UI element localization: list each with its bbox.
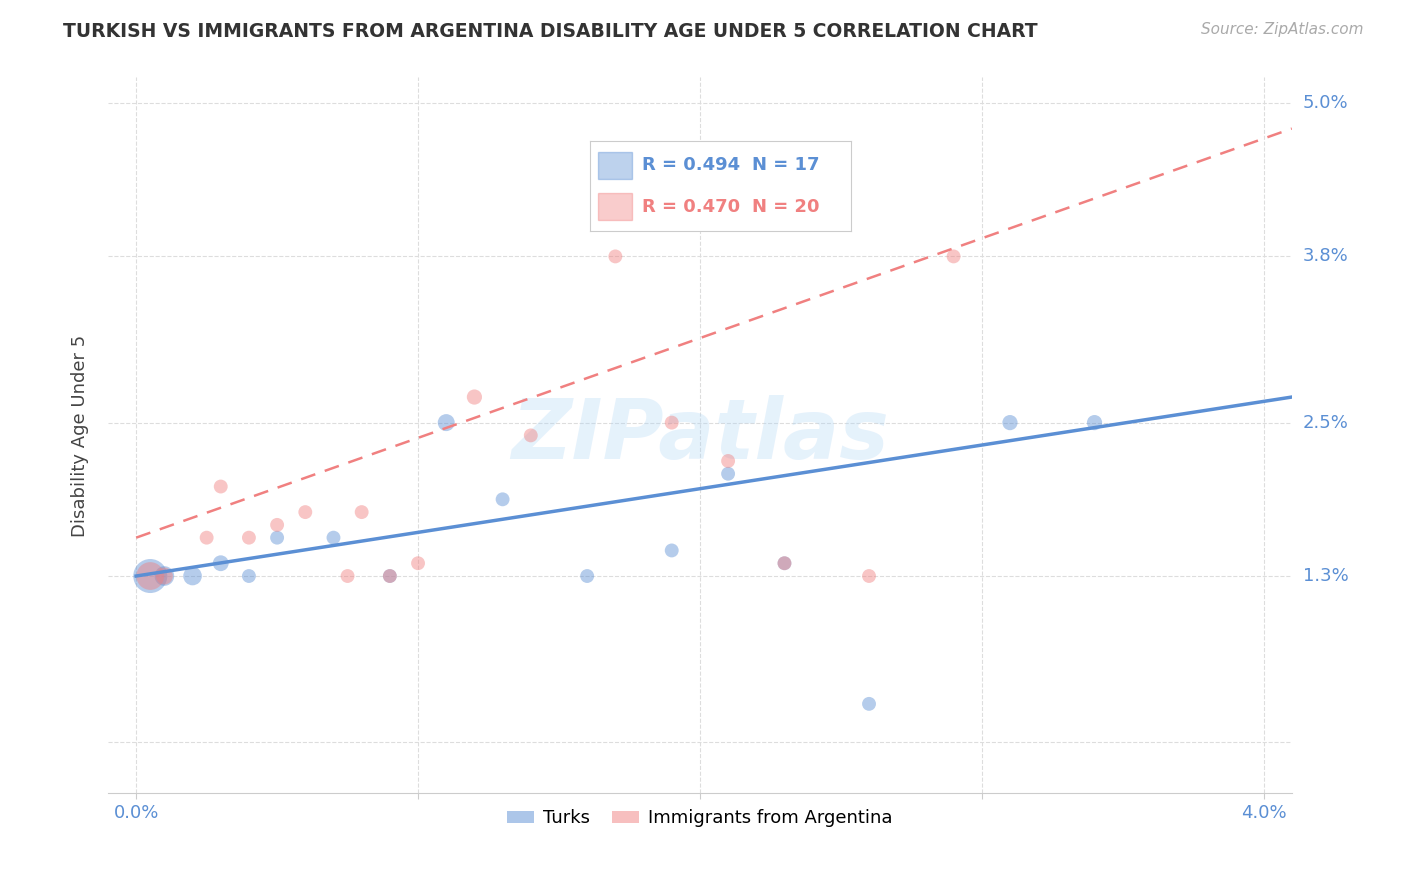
Point	[858, 569, 880, 583]
Point	[661, 416, 683, 430]
Point	[998, 416, 1021, 430]
FancyBboxPatch shape	[598, 153, 631, 179]
Point	[322, 531, 344, 545]
Point	[463, 390, 485, 404]
Point	[350, 505, 373, 519]
Point	[181, 569, 204, 583]
Text: R = 0.470: R = 0.470	[643, 197, 740, 216]
Point	[378, 569, 401, 583]
Text: 3.8%: 3.8%	[1303, 247, 1348, 266]
Point	[195, 531, 218, 545]
Point	[717, 467, 740, 481]
Point	[238, 531, 260, 545]
Text: N = 20: N = 20	[752, 197, 820, 216]
Point	[858, 697, 880, 711]
Legend: Turks, Immigrants from Argentina: Turks, Immigrants from Argentina	[501, 802, 900, 834]
Point	[520, 428, 543, 442]
Point	[139, 569, 162, 583]
Point	[336, 569, 359, 583]
Point	[153, 569, 176, 583]
Text: 2.5%: 2.5%	[1303, 414, 1348, 432]
Point	[209, 556, 232, 570]
Point	[717, 454, 740, 468]
FancyBboxPatch shape	[598, 194, 631, 220]
Point	[266, 531, 288, 545]
Point	[773, 556, 796, 570]
Point	[294, 505, 316, 519]
Point	[605, 249, 627, 263]
Point	[661, 543, 683, 558]
Text: N = 17: N = 17	[752, 156, 820, 175]
Point	[139, 569, 162, 583]
Text: ZIPatlas: ZIPatlas	[510, 395, 889, 476]
Point	[576, 569, 599, 583]
Y-axis label: Disability Age Under 5: Disability Age Under 5	[72, 334, 89, 536]
Point	[1083, 416, 1105, 430]
Text: TURKISH VS IMMIGRANTS FROM ARGENTINA DISABILITY AGE UNDER 5 CORRELATION CHART: TURKISH VS IMMIGRANTS FROM ARGENTINA DIS…	[63, 22, 1038, 41]
Text: 5.0%: 5.0%	[1303, 94, 1348, 112]
Text: 1.3%: 1.3%	[1303, 567, 1348, 585]
Point	[266, 517, 288, 532]
Point	[942, 249, 965, 263]
Point	[209, 479, 232, 493]
Point	[238, 569, 260, 583]
Point	[378, 569, 401, 583]
Point	[773, 556, 796, 570]
Text: Source: ZipAtlas.com: Source: ZipAtlas.com	[1201, 22, 1364, 37]
Point	[153, 569, 176, 583]
Point	[434, 416, 457, 430]
Point	[406, 556, 429, 570]
Point	[801, 186, 824, 200]
Point	[491, 492, 513, 507]
Text: R = 0.494: R = 0.494	[643, 156, 740, 175]
